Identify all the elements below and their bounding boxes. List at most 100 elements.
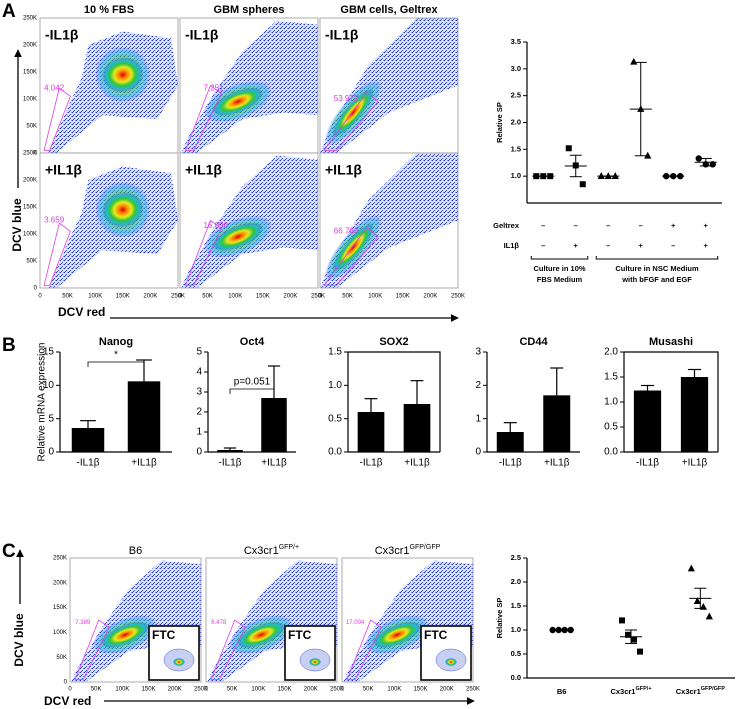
plot-frame [348,351,441,452]
data-point [611,172,619,179]
inset-label: FTC [288,628,312,642]
y-tick-label: 200K [53,580,67,586]
y-tick-label: 150K [53,605,67,611]
density-plot [320,18,458,153]
x-tick-label: 200K [304,687,318,693]
density-hotspot [102,57,144,93]
x-tick-label: 100K [88,294,102,300]
x-tick-label: 50K [227,687,238,693]
x-tick-label: 100K [251,687,265,693]
condition-sign: + [639,241,644,250]
x-tick-label: 200K [168,687,182,693]
condition-sign: – [541,241,545,250]
y-tick-label: 200K [23,43,37,49]
data-point [619,617,625,624]
y-tick-label: 1 [475,413,481,424]
x-tick-label: 250K [311,294,325,300]
error-bar [569,154,582,178]
density-plot [180,18,318,153]
x-tick-label: 150K [256,294,270,300]
inset-core [173,658,185,666]
y-tick-label: 2.0 [511,577,521,586]
x-tick-label: 50K [342,294,353,300]
y-tick-label: 0.5 [328,413,342,424]
x-tick-label: 50K [62,294,73,300]
y-tick-label: 3.5 [511,37,521,46]
data-point [705,612,713,620]
gate [210,619,246,680]
error-bar [223,447,237,450]
column-header: Cx3cr1GFP/+ [244,544,299,557]
plot-border [341,557,474,683]
condition-sign: + [704,221,709,230]
x-tick-label: 50K [91,687,102,693]
x-tick-label: 200K [423,294,437,300]
chart-title: SOX2 [379,336,408,348]
error-bar [699,157,712,167]
y-axis-label: Relative mRNA expression [37,343,48,462]
y-tick-label: 50K [26,124,37,130]
condition-sign: – [671,241,675,250]
y-tick-label: 100K [23,232,37,238]
x-tick-label: 150K [396,294,410,300]
x-tick-label: -IL1β [77,458,100,469]
density-plot [70,558,201,682]
gate-value: 7.389 [75,620,91,626]
error-bar [503,422,517,432]
x-tick-label: -IL1β [360,458,383,469]
gate [184,84,222,151]
inset-core [309,658,321,666]
x-tick-label: 150K [116,294,130,300]
plot-border [69,557,202,683]
condition-name: IL1β [504,241,520,250]
column-header: GBM cells, Geltrex [340,4,438,16]
annotation: * [114,350,118,361]
x-tick-label: +IL1β [544,458,570,469]
data-point [565,145,572,152]
x-tick-label: 250K [171,294,185,300]
x-axis-label: DCV red [58,305,105,319]
x-tick-label: -IL1β [636,458,659,469]
gate-value: 6.478 [211,620,227,626]
error-bar [640,384,655,391]
data-point [693,597,701,604]
y-axis-label: DCV blue [10,198,24,252]
significance-bracket [87,361,145,367]
x-axis-label: DCV red [44,694,91,708]
x-tick-label: 100K [228,294,242,300]
density-plot [320,153,458,288]
plot-frame [624,351,719,452]
data-point [579,181,586,188]
column-name: Cx3cr1 [244,545,279,557]
density-hotspot [102,192,144,228]
y-tick-label: 1.0 [511,625,521,634]
bar [496,432,524,452]
density-hotspot [212,222,264,251]
y-tick-label: 2.5 [511,553,521,562]
error-bar [687,368,702,377]
bar [71,428,105,452]
condition-sign: – [606,221,610,230]
x-tick-label: 150K [142,687,156,693]
bar [217,450,243,452]
column-superscript: GFP/+ [279,544,299,551]
density-hotspot [373,621,421,649]
y-axis-label: DCV blue [12,613,26,667]
x-tick-label: -IL1β [219,458,242,469]
gate-value: 7.251 [203,83,224,92]
y-tick-label: 0.0 [604,447,618,458]
condition-name: Geltrex [493,221,520,230]
condition-sign: – [606,241,610,250]
y-tick-label: 250K [23,151,37,157]
x-tick-label: 200K [283,294,297,300]
x-tick-label: 200K [143,294,157,300]
plot-border [205,557,338,683]
category-name: Cx3cr1 [610,687,635,696]
y-tick-label: 5 [48,413,54,424]
data-point [644,151,652,159]
x-tick-label: 250K [466,687,480,693]
x-tick-label: 0 [340,687,344,693]
data-point [597,172,605,179]
x-tick-label: 0 [178,294,182,300]
x-tick-label: 250K [194,687,208,693]
